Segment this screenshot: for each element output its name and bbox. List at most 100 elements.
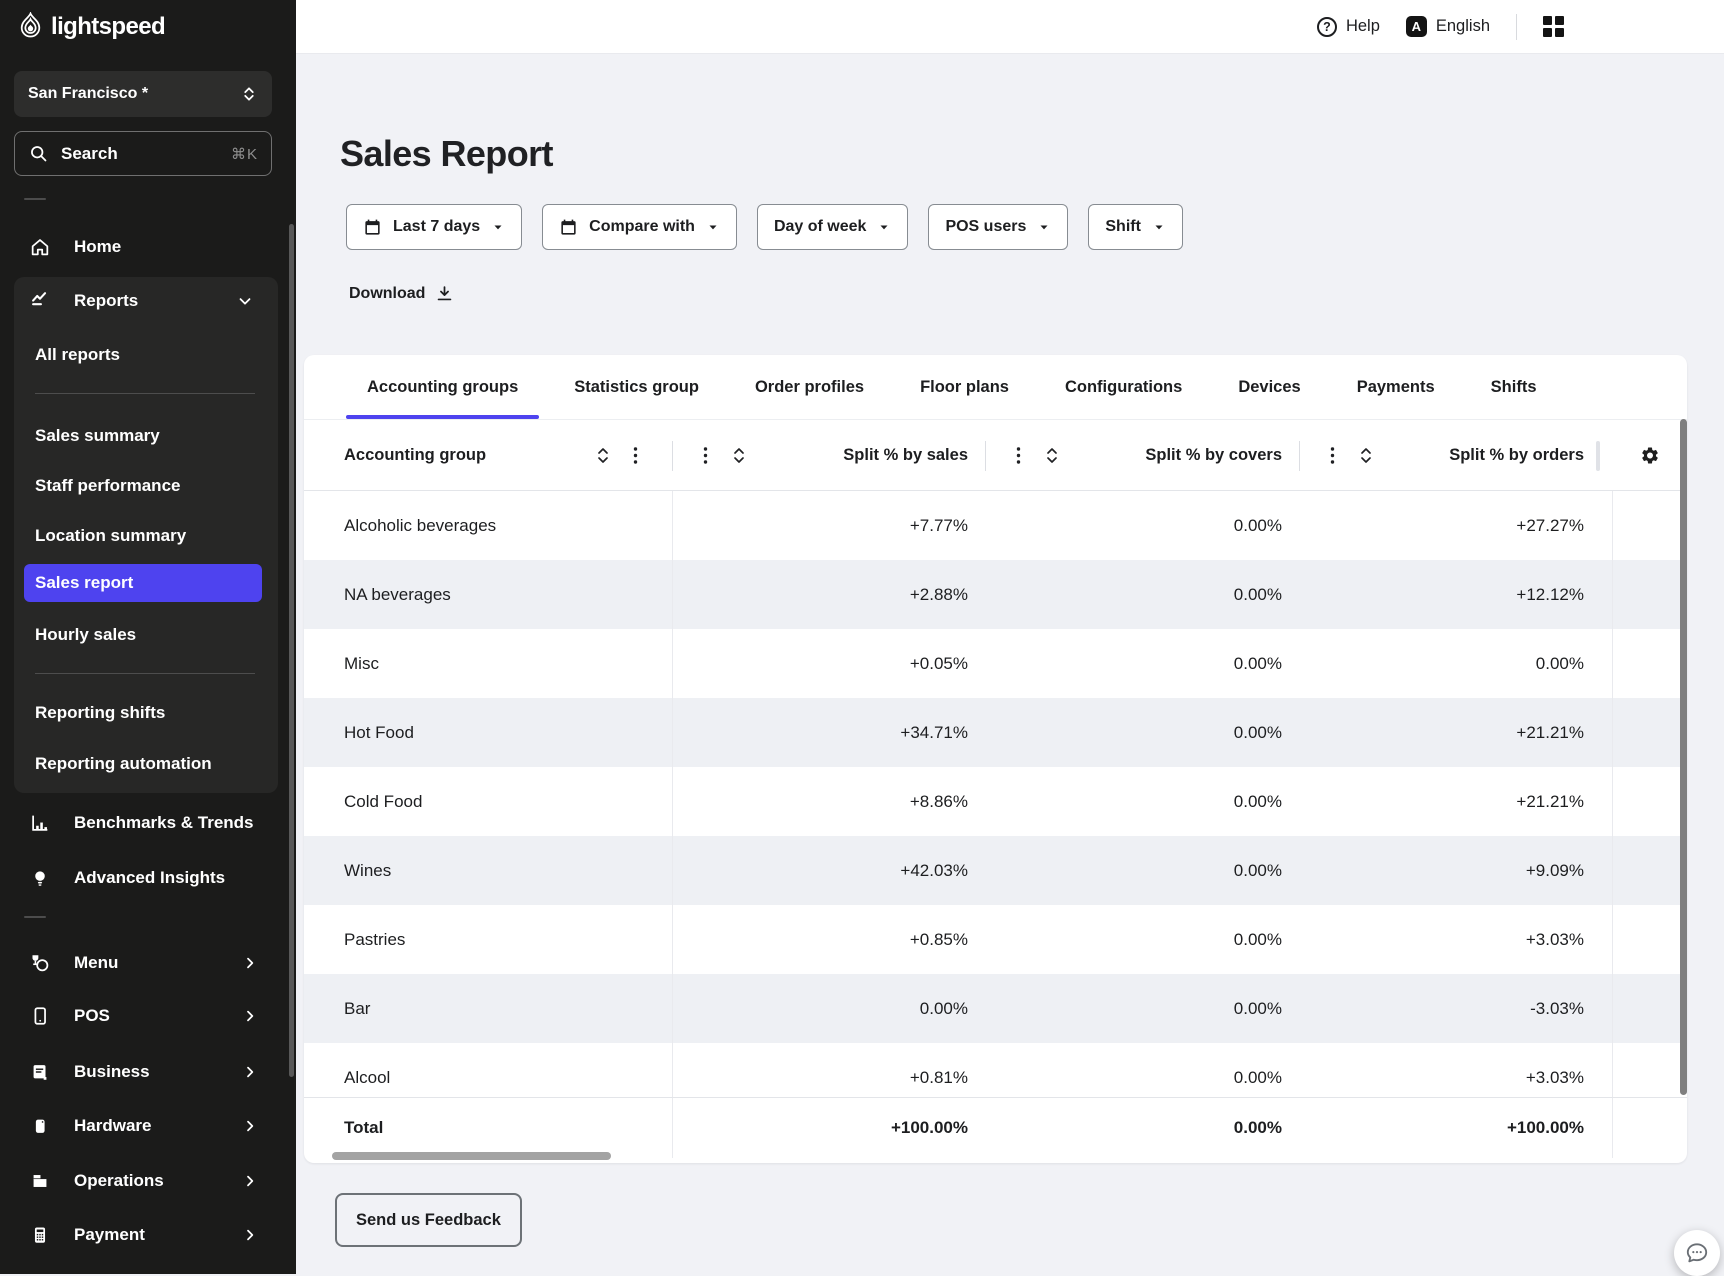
location-selector[interactable]: San Francisco * <box>14 71 272 117</box>
sidebar-divider <box>24 916 46 918</box>
download-button[interactable]: Download <box>349 284 454 303</box>
sidebar-item-reports[interactable]: Reports <box>14 279 278 323</box>
tab-devices[interactable]: Devices <box>1217 355 1321 419</box>
table-vertical-scrollbar-thumb[interactable] <box>1680 419 1687 1095</box>
column-header-accounting-group: Accounting group <box>304 420 673 490</box>
reports-label: Reports <box>74 291 139 310</box>
sidebar-item-reporting-automation[interactable]: Reporting automation <box>24 744 262 784</box>
cell-split-orders: +21.21% <box>1516 791 1584 811</box>
sidebar-item-hardware[interactable]: Hardware <box>0 1104 296 1148</box>
sidebar-item-all-reports[interactable]: All reports <box>24 335 262 375</box>
cell-split-sales: +0.85% <box>909 929 968 949</box>
gear-icon[interactable] <box>1640 444 1660 466</box>
pos-users-filter[interactable]: POS users <box>928 204 1069 250</box>
kebab-menu-icon[interactable] <box>1322 444 1342 466</box>
column-header-split-sales: Split % by sales <box>673 420 986 490</box>
sidebar-item-label: Home <box>74 237 122 256</box>
compare-with-filter[interactable]: Compare with <box>542 204 737 250</box>
cell-accounting-group: Pastries <box>304 905 673 974</box>
chat-launcher-button[interactable] <box>1674 1230 1720 1276</box>
tab-configurations[interactable]: Configurations <box>1044 355 1203 419</box>
date-range-filter[interactable]: Last 7 days <box>346 204 523 250</box>
help-label: Help <box>1345 17 1380 35</box>
sidebar-item-staff-performance[interactable]: Staff performance <box>24 466 262 506</box>
kebab-menu-icon[interactable] <box>695 444 715 466</box>
tab-label: Accounting groups <box>367 377 519 396</box>
sidebar-item-label: Operations <box>74 1171 164 1190</box>
sidebar-item-location-summary[interactable]: Location summary <box>24 516 262 556</box>
tab-label: Order profiles <box>754 377 865 396</box>
report-card: Accounting groups Statistics group Order… <box>304 355 1687 1163</box>
payment-terminal-icon <box>28 1224 52 1246</box>
cell-split-covers: 0.00% <box>1233 722 1282 742</box>
sidebar-item-label: Menu <box>74 953 119 972</box>
day-of-week-filter[interactable]: Day of week <box>756 204 909 250</box>
language-selector[interactable]: A English <box>1405 16 1490 37</box>
app-grid-icon[interactable] <box>1543 16 1564 37</box>
tab-shifts[interactable]: Shifts <box>1470 355 1558 419</box>
column-label: Split % by covers <box>1145 445 1282 464</box>
cell-total-orders: +100.00% <box>1506 1118 1584 1137</box>
tab-statistics-group[interactable]: Statistics group <box>553 355 720 419</box>
cell-split-sales: +0.81% <box>909 1067 968 1087</box>
sidebar-item-advanced-insights[interactable]: Advanced Insights <box>0 856 296 900</box>
sidebar-item-pos[interactable]: POS <box>0 994 296 1038</box>
cell-total-label: Total <box>304 1098 673 1158</box>
cell-split-covers: 0.00% <box>1233 860 1282 880</box>
cell-split-orders: +27.27% <box>1516 515 1584 535</box>
shift-filter[interactable]: Shift <box>1088 204 1183 250</box>
sidebar-item-sales-report[interactable]: Sales report <box>24 564 262 602</box>
filter-label: POS users <box>945 218 1027 235</box>
sidebar-item-hourly-sales[interactable]: Hourly sales <box>24 615 262 655</box>
cell-split-covers: 0.00% <box>1233 791 1282 811</box>
chevron-right-icon <box>242 1007 258 1025</box>
search-input[interactable]: Search ⌘K <box>14 131 272 176</box>
main-content: Sales Report Last 7 days Compare with Da… <box>296 54 1724 1276</box>
lightspeed-logo[interactable]: lightspeed <box>18 12 166 41</box>
sidebar-item-payment[interactable]: Payment <box>0 1213 296 1257</box>
cell-split-sales: +7.77% <box>909 515 968 535</box>
table-horizontal-scrollbar-thumb[interactable] <box>332 1152 611 1160</box>
caret-down-icon <box>1152 220 1166 234</box>
table-row: Wines +42.03% 0.00% +9.09% <box>304 836 1687 905</box>
tab-label: Payments <box>1356 377 1435 396</box>
sidebar-item-menu[interactable]: Menu <box>0 941 296 985</box>
page-title: Sales Report <box>340 133 553 175</box>
sidebar-item-home[interactable]: Home <box>0 225 296 269</box>
help-button[interactable]: ? Help <box>1316 16 1380 37</box>
sort-icon[interactable] <box>729 444 749 466</box>
search-icon <box>28 143 49 164</box>
column-header-split-orders: Split % by orders <box>1300 420 1612 490</box>
sort-icon[interactable] <box>593 444 613 466</box>
panel-divider <box>35 393 255 394</box>
tab-label: Configurations <box>1064 377 1183 396</box>
chevron-right-icon <box>242 1172 258 1190</box>
tab-accounting-groups[interactable]: Accounting groups <box>346 355 540 419</box>
sidebar-scrollbar-thumb[interactable] <box>289 224 294 1077</box>
report-tabs: Accounting groups Statistics group Order… <box>304 355 1687 419</box>
sidebar-item-benchmarks[interactable]: Benchmarks & Trends <box>0 801 296 845</box>
sub-item-label: Reporting shifts <box>35 703 166 722</box>
sidebar-item-sales-summary[interactable]: Sales summary <box>24 416 262 456</box>
caret-down-icon <box>706 220 720 234</box>
sub-item-label: Sales report <box>35 573 134 592</box>
language-icon: A <box>1405 16 1427 37</box>
kebab-menu-icon[interactable] <box>1008 444 1028 466</box>
send-feedback-button[interactable]: Send us Feedback <box>335 1193 522 1247</box>
sort-icon[interactable] <box>1042 444 1062 466</box>
kebab-menu-icon[interactable] <box>625 444 645 466</box>
tab-payments[interactable]: Payments <box>1336 355 1456 419</box>
tab-label: Statistics group <box>574 377 699 396</box>
tab-order-profiles[interactable]: Order profiles <box>734 355 885 419</box>
sidebar-item-reporting-shifts[interactable]: Reporting shifts <box>24 693 262 733</box>
cell-accounting-group: NA beverages <box>304 560 673 629</box>
sidebar-divider <box>24 198 46 200</box>
sidebar-item-business[interactable]: Business <box>0 1050 296 1094</box>
help-icon: ? <box>1316 16 1337 37</box>
tab-floor-plans[interactable]: Floor plans <box>899 355 1030 419</box>
table-row: NA beverages +2.88% 0.00% +12.12% <box>304 560 1687 629</box>
sidebar-item-operations[interactable]: Operations <box>0 1159 296 1203</box>
cell-accounting-group: Bar <box>304 974 673 1043</box>
sort-icon[interactable] <box>1356 444 1376 466</box>
column-label: Split % by sales <box>843 445 968 464</box>
